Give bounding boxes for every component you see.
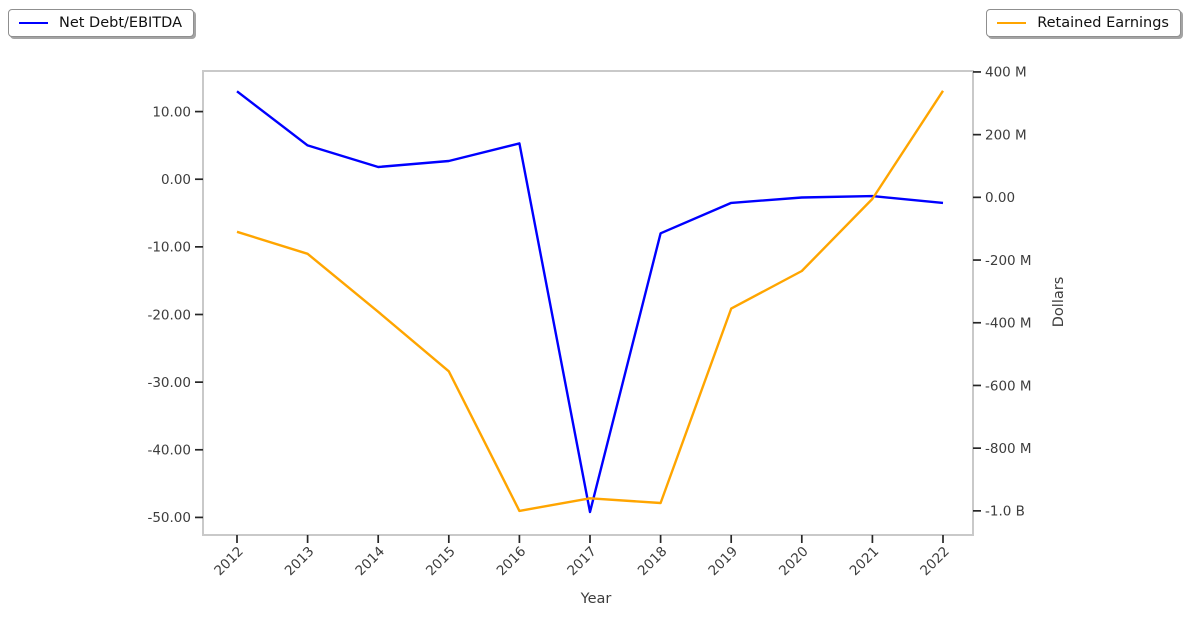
left-axis-tick-label: -20.00 xyxy=(147,307,191,323)
right-axis-tick-label: -800 M xyxy=(985,441,1032,457)
legend-retained-earnings-label: Retained Earnings xyxy=(1037,15,1169,31)
x-axis-tick-label: 2018 xyxy=(635,544,671,580)
right-axis-tick-label: 0.00 xyxy=(985,190,1015,206)
x-axis-tick-label: 2022 xyxy=(917,544,953,580)
right-axis-tick-label: 200 M xyxy=(985,127,1027,143)
left-axis-tick-label: 0.00 xyxy=(161,172,191,188)
retained-earnings-line xyxy=(236,90,945,513)
x-axis-tick-label: 2021 xyxy=(847,544,883,580)
x-axis-tick-label: 2012 xyxy=(211,544,247,580)
right-axis-tick-label: -1.0 B xyxy=(985,504,1025,520)
right-axis-tick-label: -200 M xyxy=(985,253,1032,269)
x-axis-tick-label: 2016 xyxy=(494,544,530,580)
x-axis-tick-label: 2013 xyxy=(282,544,318,580)
right-axis-tick-label: -400 M xyxy=(985,316,1032,332)
legend-retained-earnings[interactable]: Retained Earnings xyxy=(986,9,1181,37)
x-axis-tick-label: 2019 xyxy=(705,544,741,580)
x-axis-tick-label: 2015 xyxy=(423,544,459,580)
left-axis-tick-label: -40.00 xyxy=(147,443,191,459)
x-axis-title: Year xyxy=(580,591,612,607)
left-axis-tick-label: 10.00 xyxy=(152,104,191,120)
legend-net-debt-label: Net Debt/EBITDA xyxy=(59,15,182,31)
left-axis-tick-label: -10.00 xyxy=(147,240,191,256)
plot-spines xyxy=(202,70,974,536)
net-debt-ebitda-line xyxy=(236,90,944,514)
retained-earnings-line-swatch xyxy=(997,22,1027,24)
left-axis-tick-label: -30.00 xyxy=(147,375,191,391)
legend-net-debt[interactable]: Net Debt/EBITDA xyxy=(8,9,194,37)
right-axis-tick-label: -600 M xyxy=(985,378,1032,394)
x-axis-tick-label: 2020 xyxy=(776,544,812,580)
right-y-axis-title: Dollars xyxy=(1051,277,1067,328)
right-axis-tick-label: 400 M xyxy=(985,65,1027,81)
x-axis-tick-label: 2017 xyxy=(564,544,600,580)
net-debt-line-swatch xyxy=(19,22,48,24)
x-axis-tick-label: 2014 xyxy=(352,544,388,580)
left-axis-tick-label: -50.00 xyxy=(147,510,191,526)
